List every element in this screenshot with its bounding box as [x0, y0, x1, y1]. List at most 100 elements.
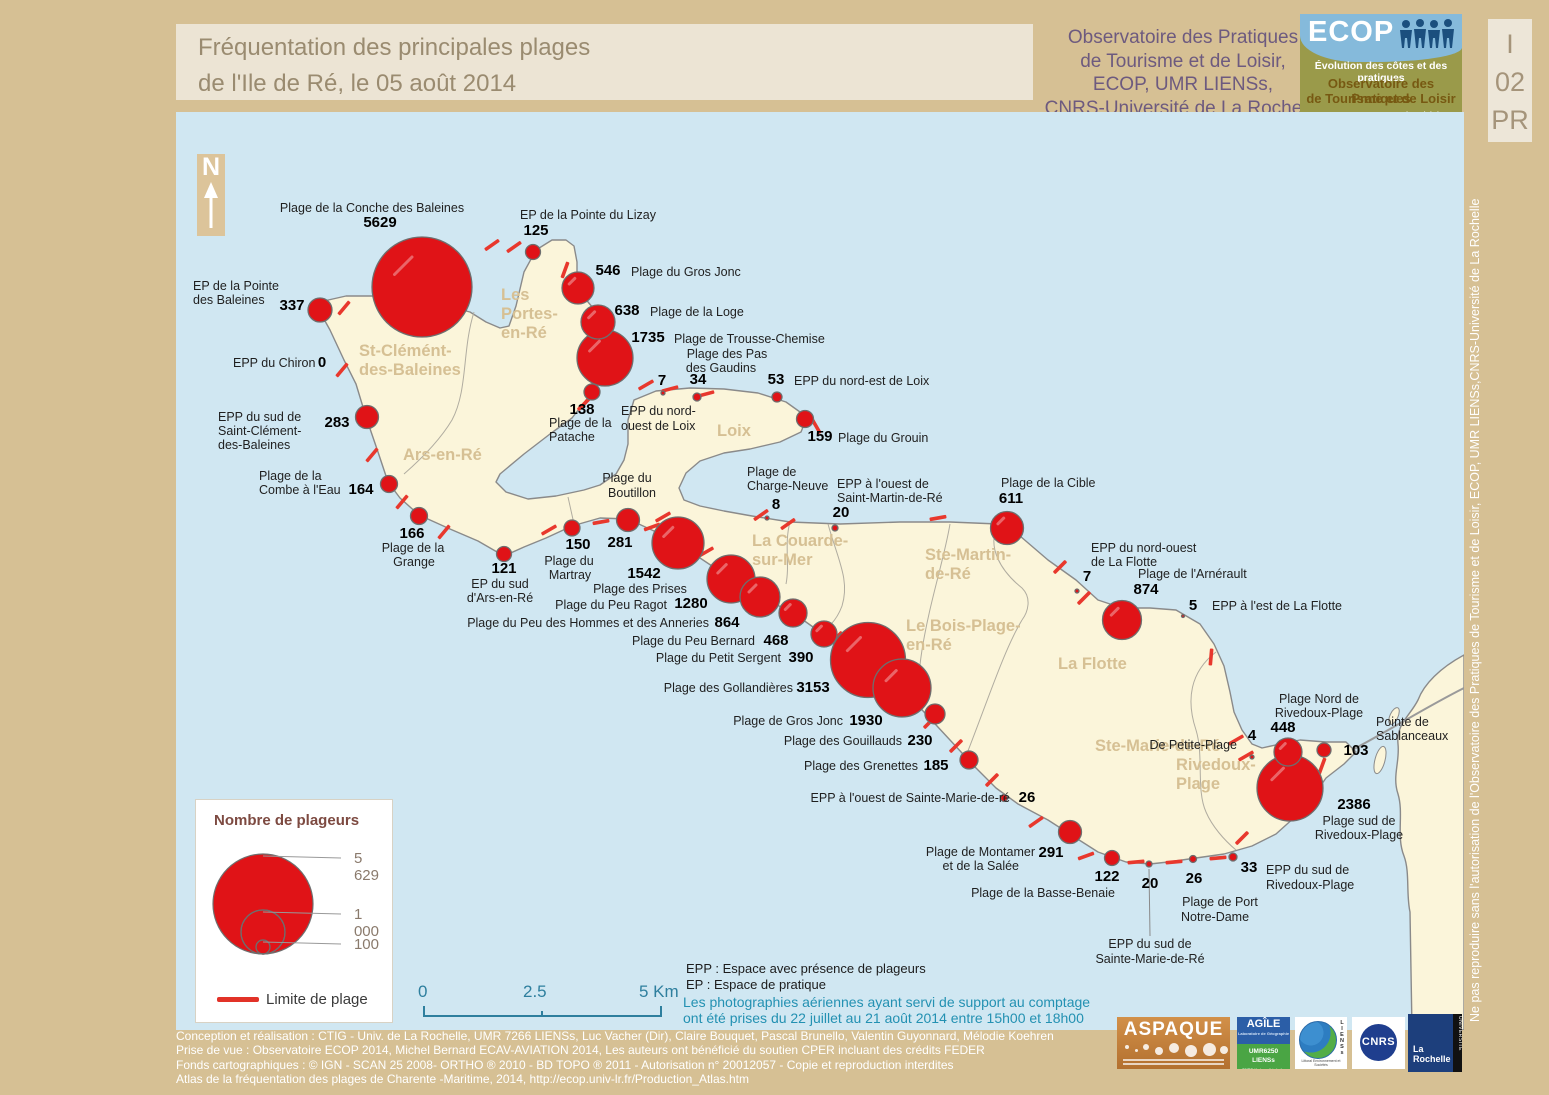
- beach-count: 283: [324, 414, 350, 431]
- commune-label: Les Portes- en-Ré: [501, 286, 558, 342]
- beach-count: 150: [565, 536, 591, 553]
- beach-label: EP de la Pointe: [193, 279, 279, 293]
- beach-label: Plage du Peu Ragot: [555, 598, 667, 612]
- islet: [1373, 745, 1387, 775]
- beach-count: 121: [491, 560, 517, 577]
- legend-title: Nombre de plageurs: [214, 812, 360, 829]
- beach-label: Pointe de: [1376, 715, 1429, 729]
- legend-value: 100: [353, 936, 379, 953]
- map-svg: [307, 236, 1464, 1030]
- beach-label: EPP du sud de: [1108, 937, 1192, 951]
- agile-logo-smalltext: Laboratoire de Géographie: [1237, 1031, 1290, 1036]
- beach-count: 1930: [849, 712, 883, 729]
- beach-label: Plage de la Cible: [1001, 476, 1096, 490]
- beach-count: 1735: [631, 329, 665, 346]
- legend-box: Nombre de plageurs Limite de plage 5 629…: [195, 799, 393, 1023]
- commune-label: La Couarde- sur-Mer: [752, 532, 849, 569]
- beach-limit-tick: [541, 524, 557, 536]
- circle-plage-de-la-patache: [583, 383, 601, 401]
- circle-plage-de-gros-jonc: [872, 658, 932, 718]
- beach-count: 103: [1343, 742, 1369, 759]
- beach-label: Plage de Gros Jonc: [733, 714, 843, 728]
- beach-label: des Baleines: [193, 293, 265, 307]
- beach-count: 4: [1247, 727, 1257, 744]
- beach-label: Plage de la Loge: [650, 305, 744, 319]
- circle-epp-nord-ouest-loix: [660, 390, 666, 396]
- beach-circles: [307, 236, 1332, 868]
- scale-bar: [423, 1006, 662, 1017]
- circle-plage-du-petit-sergent: [810, 620, 838, 648]
- beach-limit-tick: [1053, 560, 1067, 574]
- beach-label: EPP du nord-ouest: [1091, 541, 1197, 555]
- circle-plage-de-la-basse-benaie: [1103, 849, 1121, 867]
- aspaque-logo-smalltext: [1123, 1059, 1224, 1061]
- beach-label: Plage de la Basse-Benaie: [971, 886, 1115, 900]
- beach-label: ouest de Loix: [621, 419, 696, 433]
- beach-count: 611: [998, 490, 1024, 507]
- north-arrow: N: [197, 154, 225, 236]
- beach-count: 1280: [674, 595, 708, 612]
- note-ep: EP : Espace de pratique: [686, 977, 826, 992]
- beach-limit-tick: [643, 522, 661, 532]
- beach-count: 2386: [1337, 796, 1371, 813]
- beach-label: EPP à l'ouest de: [837, 477, 929, 491]
- circle-pointe-de-sablanceaux: [1316, 742, 1332, 758]
- agile-logo: AGÎLE Laboratoire de Géographie UMR6250 L…: [1237, 1017, 1290, 1069]
- beach-label: De Petite-Plage: [1149, 738, 1237, 752]
- beach-limit-tick: [1077, 851, 1095, 861]
- beach-label: Plage du Peu des Hommes et des Anneries: [467, 616, 709, 630]
- beach-limit-tick: [1317, 757, 1327, 775]
- beach-count: 230: [907, 732, 933, 749]
- beach-limit-tick: [1028, 816, 1044, 828]
- beach-count: 1542: [627, 565, 661, 582]
- beach-count: 185: [923, 757, 949, 774]
- beach-limit-tick: [560, 261, 570, 279]
- ecop-logo-tagline: Évolution des côtes et des pratiques: [1314, 60, 1448, 84]
- beach-label: des Gaudins: [685, 361, 757, 375]
- ecop-logo: ECOP Évolution des côtes et des pratique…: [1300, 14, 1462, 124]
- circle-ep-du-sud-d-ars-en-re: [495, 545, 513, 563]
- beach-label: EPP du nord-: [621, 404, 696, 418]
- beach-limit-tick: [697, 390, 715, 398]
- note-photos-2: ont été prises du 22 juillet au 21 août …: [683, 1010, 1084, 1026]
- circle-plage-des-gouillauds: [924, 703, 946, 725]
- beach-label: EP de la Pointe du Lizay: [520, 208, 656, 222]
- commune-label: Ste-Marie-de-Ré: [1095, 737, 1221, 755]
- aspaque-logo: ASPAQUE: [1117, 1017, 1230, 1069]
- beach-count: 20: [832, 504, 850, 521]
- beach-label: Plage de la: [381, 541, 445, 555]
- beach-label: Plage du Gros Jonc: [631, 265, 741, 279]
- commune-label: Ars-en-Ré: [403, 446, 482, 464]
- circle-ep-de-la-pointe-des-baleines: [307, 297, 333, 323]
- liens-logo-smalltext: Littoral Environnement et Sociétés: [1301, 1059, 1341, 1067]
- credits-block: Conception et réalisation : CTIG - Univ.…: [176, 1029, 1054, 1087]
- beach-label: Rivedoux-Plage: [1266, 878, 1355, 892]
- circle-plage-de-montamer-et-de-la-salee: [1057, 819, 1083, 845]
- bridge-line: [1351, 687, 1464, 751]
- legend-value: 5 629: [353, 850, 379, 884]
- circle-plage-du-boutillon: [615, 507, 641, 533]
- beach-count: 7: [657, 372, 667, 389]
- beach-count: 5: [1188, 597, 1198, 614]
- credit-line: Fonds cartographiques : © IGN - SCAN 25 …: [176, 1057, 954, 1072]
- beach-limit-tick: [661, 385, 679, 393]
- beach-label: Plage de l'Arnérault: [1138, 567, 1247, 581]
- aspaque-logo-name: ASPAQUE: [1123, 1019, 1224, 1040]
- beach-limit-tick: [1238, 750, 1254, 762]
- scale-label-end: 5 Km: [639, 982, 679, 1001]
- beach-limit-tick: [1228, 734, 1244, 746]
- beach-limit-legend-line: [217, 997, 259, 1002]
- circle-plage-de-trousse-chemise: [576, 329, 634, 387]
- circle-epp-est-la-flotte: [1180, 613, 1186, 619]
- aspaque-logo-smalltext: [1123, 1063, 1224, 1065]
- beach-label: Plage du: [544, 554, 594, 568]
- north-label: N: [201, 153, 221, 181]
- la-rochelle-logo-universite: UNIVERSITÉ: [1457, 1016, 1462, 1052]
- beach-label: EPP du sud de: [218, 410, 302, 424]
- beach-limit-tick: [365, 447, 379, 463]
- beach-count: 166: [399, 525, 425, 542]
- beach-label: de La Flotte: [1091, 555, 1158, 569]
- page-ref-line: I: [1506, 29, 1514, 59]
